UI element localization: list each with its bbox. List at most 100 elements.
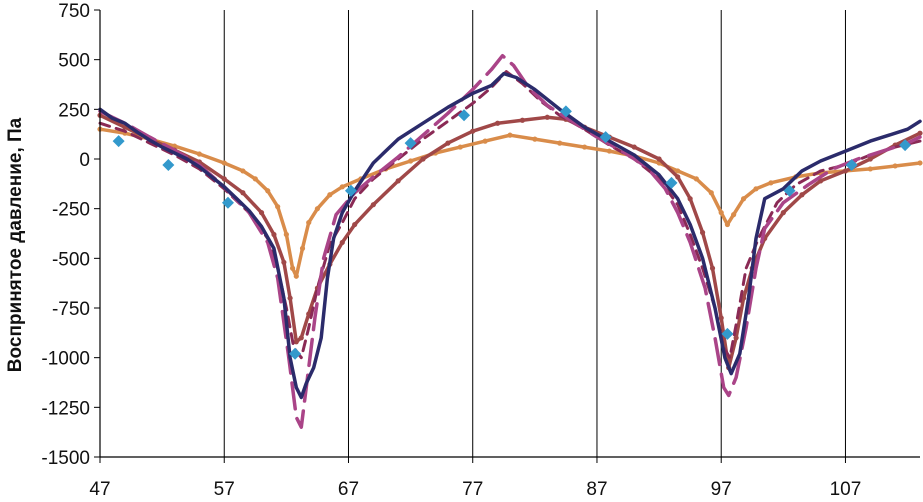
y-axis-label: Воспринятое давление, Па: [5, 117, 26, 372]
data-point-diamond: [783, 184, 796, 197]
data-point-marker: [675, 168, 681, 174]
data-point-diamond: [599, 131, 612, 144]
data-point-diamond: [559, 105, 572, 118]
y-tick-label: -1500: [41, 448, 90, 469]
data-point-diamond: [458, 109, 471, 122]
data-point-marker: [631, 144, 637, 150]
data-point-marker: [240, 168, 246, 174]
data-point-marker: [299, 245, 306, 251]
data-point-marker: [271, 231, 277, 238]
data-point-marker: [693, 176, 699, 182]
data-point-marker: [799, 192, 805, 198]
data-point-marker: [314, 206, 321, 212]
x-tick-label: 67: [338, 479, 359, 500]
data-point-marker: [740, 196, 747, 202]
data-point-marker: [842, 168, 849, 174]
data-point-marker: [768, 180, 774, 186]
data-point-marker: [275, 204, 281, 210]
data-point-marker: [281, 259, 287, 265]
data-point-marker: [519, 117, 526, 123]
data-point-marker: [370, 202, 376, 208]
x-tick-label: 77: [462, 479, 483, 500]
y-tick-label: 250: [58, 100, 90, 121]
series-line-5: [98, 127, 922, 278]
data-point-marker: [675, 174, 681, 180]
data-point-marker: [581, 144, 588, 150]
data-point-marker: [395, 178, 401, 184]
data-point-marker: [557, 140, 563, 146]
data-point-marker: [258, 210, 265, 216]
data-point-marker: [718, 315, 724, 321]
data-point-marker: [699, 229, 706, 236]
x-tick-label: 97: [711, 479, 732, 500]
data-point-marker: [289, 265, 296, 271]
data-point-diamond: [162, 158, 175, 171]
data-point-diamond: [721, 327, 734, 340]
data-point-marker: [507, 132, 513, 138]
data-point-marker: [733, 335, 739, 341]
data-point-marker: [867, 166, 873, 172]
x-tick-label: 47: [89, 479, 110, 500]
data-point-diamond: [344, 184, 357, 197]
data-point-marker: [917, 130, 923, 136]
data-point-diamond: [404, 137, 417, 150]
data-point-marker: [306, 219, 312, 226]
x-tick-label: 87: [586, 479, 607, 500]
data-point-marker: [171, 143, 178, 149]
data-point-marker: [445, 140, 451, 146]
data-point-diamond: [221, 196, 234, 209]
data-point-marker: [252, 176, 258, 182]
data-point-marker: [753, 186, 759, 192]
data-point-marker: [708, 190, 714, 196]
data-point-marker: [298, 335, 304, 341]
y-tick-label: -250: [52, 200, 90, 221]
data-point-marker: [457, 144, 463, 150]
data-point-marker: [287, 295, 293, 301]
data-point-marker: [724, 221, 731, 228]
data-point-marker: [718, 210, 724, 216]
y-tick-label: 500: [58, 51, 90, 72]
data-point-diamond: [845, 158, 858, 171]
series-layer: [97, 53, 923, 429]
data-point-marker: [917, 160, 923, 166]
x-tick-label: 57: [214, 479, 235, 500]
data-point-marker: [339, 239, 345, 246]
y-tick-label: -500: [52, 249, 90, 270]
data-point-marker: [544, 114, 550, 120]
data-point-marker: [352, 221, 358, 228]
y-tick-label: 750: [58, 1, 90, 22]
data-point-marker: [867, 156, 873, 162]
tick-labels: 47 57 67 77 87 97 107 750 500 250 0 -250 -500 -750 -10…: [41, 1, 861, 500]
grid-lines: [94, 9, 846, 463]
data-point-marker: [482, 138, 488, 144]
data-point-marker: [408, 158, 414, 164]
data-point-marker: [327, 192, 333, 198]
y-tick-label: -750: [52, 299, 90, 320]
data-point-marker: [293, 339, 299, 345]
series-line-4: [98, 113, 922, 370]
series-line-0: [98, 71, 922, 400]
data-point-marker: [221, 176, 227, 182]
y-tick-label: -1000: [41, 349, 90, 370]
series-line-1: [98, 53, 922, 429]
data-point-marker: [731, 212, 737, 218]
data-point-marker: [709, 265, 716, 271]
y-tick-label: 0: [79, 150, 90, 171]
data-point-diamond: [112, 135, 125, 148]
data-point-marker: [265, 188, 271, 194]
data-point-marker: [494, 120, 501, 126]
data-point-marker: [606, 148, 612, 154]
data-point-marker: [339, 184, 345, 190]
data-point-marker: [420, 156, 426, 162]
data-point-marker: [196, 151, 202, 157]
series-line-2: [98, 70, 922, 360]
data-point-diamond: [289, 347, 302, 360]
data-point-marker: [283, 231, 289, 238]
data-point-marker: [687, 196, 693, 202]
data-point-diamond: [899, 139, 912, 152]
data-point-marker: [780, 210, 786, 216]
data-point-marker: [470, 128, 476, 134]
data-point-diamond: [665, 176, 678, 189]
data-point-marker: [656, 156, 662, 162]
